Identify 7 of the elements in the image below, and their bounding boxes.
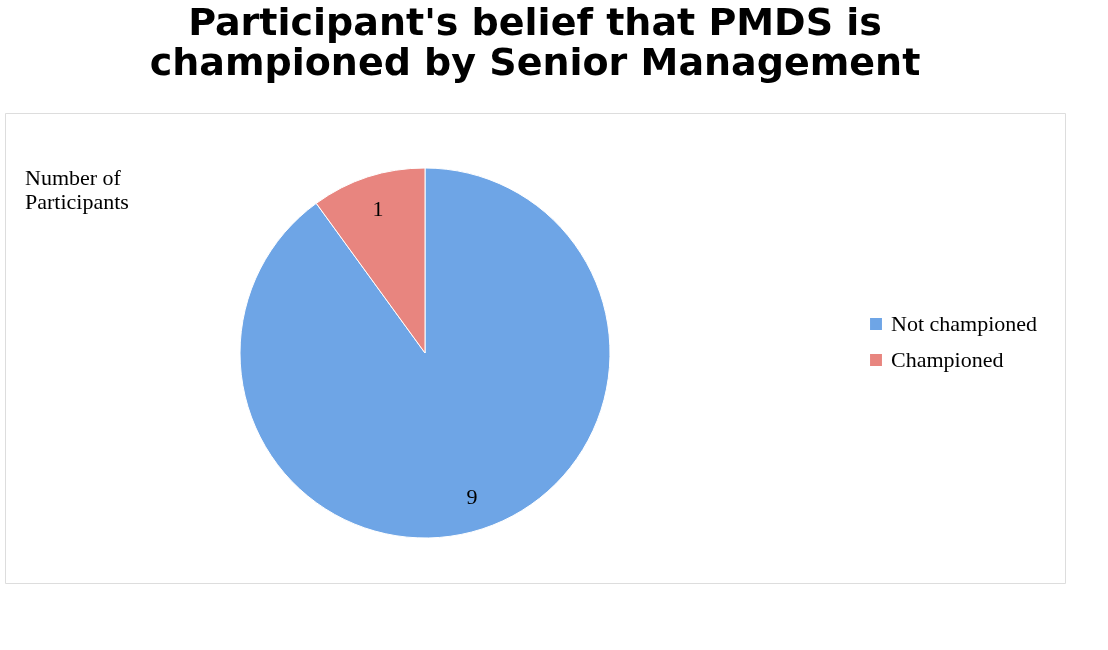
- data-label: 1: [372, 195, 384, 221]
- legend-label: Championed: [891, 347, 1004, 372]
- chart-title: Participant's belief that PMDS is championed by Senior Management: [149, 0, 921, 84]
- data-label: 9: [466, 484, 478, 510]
- text: Number of Participants: [25, 165, 129, 214]
- legend-label: Not championed: [891, 311, 1038, 336]
- pie-slice: [239, 167, 611, 539]
